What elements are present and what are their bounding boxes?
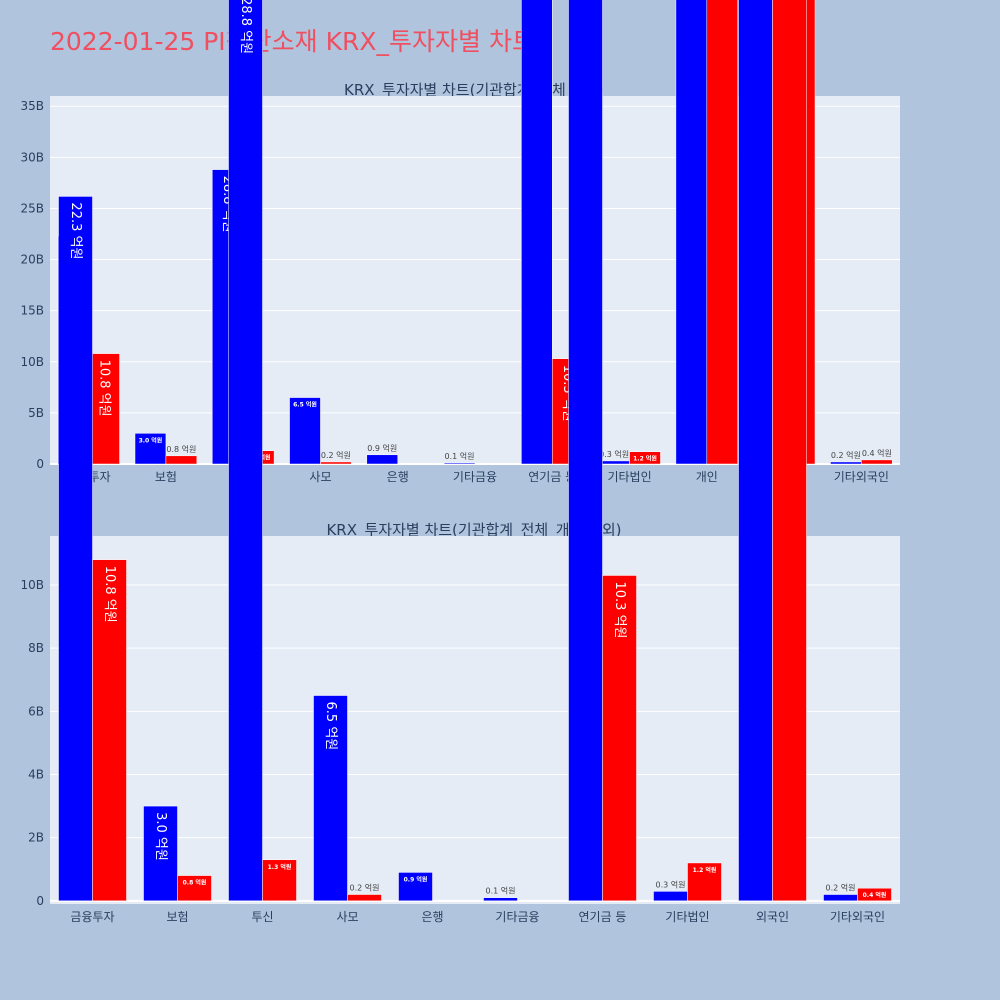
x-tick-label: 기타외국인	[830, 910, 885, 924]
buy-bar	[366, 454, 398, 465]
x-tick-label: 보험	[155, 470, 177, 484]
x-tick-label: 기타법인	[607, 470, 651, 484]
x-tick-label: 투신	[251, 910, 273, 924]
y-tick-label: 35B	[20, 99, 44, 113]
data-label: 0.3 억원	[599, 449, 629, 459]
x-tick-label: 기타금융	[495, 910, 539, 924]
data-label: 10.8 억원	[102, 566, 117, 623]
data-label: 0.8 억원	[183, 879, 207, 887]
data-label: 10.8 억원	[97, 360, 112, 417]
sell-bar	[772, 0, 807, 902]
sell-bar	[262, 859, 297, 902]
sell-bar	[165, 455, 198, 465]
y-tick-label: 2B	[28, 831, 44, 845]
buy-bar	[228, 0, 263, 902]
data-label: 6.5 억원	[323, 702, 338, 751]
y-tick-label: 0	[36, 894, 44, 908]
sell-bar	[857, 887, 892, 902]
x-tick-label: 개인	[696, 470, 718, 484]
y-tick-label: 5B	[28, 406, 44, 420]
y-tick-label: 30B	[20, 150, 44, 164]
data-label: 0.3 억원	[656, 879, 686, 889]
x-tick-label: 연기금 등	[579, 910, 627, 924]
buy-bar	[289, 397, 321, 465]
x-tick-label: 금융투자	[70, 910, 114, 924]
chart-2-bars	[58, 0, 892, 902]
buy-bar	[134, 433, 167, 465]
data-label: 0.9 억원	[367, 443, 397, 453]
y-tick-label: 4B	[28, 767, 44, 781]
buy-bar	[443, 462, 476, 465]
buy-bar	[653, 891, 688, 902]
sell-bar	[88, 353, 120, 465]
data-label: 1.2 억원	[693, 866, 717, 874]
sell-bar	[861, 459, 893, 465]
y-tick-label: 10B	[20, 578, 44, 592]
data-label: 0.1 억원	[486, 886, 516, 896]
data-label: 28.8 억원	[238, 0, 253, 54]
x-tick-label: 기타외국인	[834, 470, 889, 484]
data-label: 0.2 억원	[350, 883, 380, 893]
buy-bar	[398, 872, 433, 902]
data-label: 0.8 억원	[166, 444, 196, 454]
x-tick-label: 사모	[336, 910, 358, 924]
data-label: 1.2 억원	[633, 455, 657, 463]
buy-bar	[738, 0, 773, 902]
data-label: 0.2 억원	[321, 450, 351, 460]
chart-2: KRX_투자자별 차트(기관합계_전체_개인 제외) 22.3 억원 10.8 억…	[20, 0, 900, 924]
sell-bar	[347, 894, 382, 902]
y-tick-label: 10B	[20, 355, 44, 369]
buy-bar	[58, 196, 93, 902]
chart-1-y-axis: 0 5B 10B 15B 20B 25B 30B 35B	[20, 99, 44, 471]
data-label: 0.4 억원	[863, 891, 887, 899]
x-tick-label: 기타법인	[665, 910, 709, 924]
data-label: 3.0 억원	[139, 436, 163, 444]
buy-bar	[483, 897, 518, 902]
y-tick-label: 20B	[20, 253, 44, 267]
x-tick-label: 외국인	[756, 910, 789, 924]
buy-bar	[830, 461, 862, 465]
data-label: 6.5 억원	[293, 401, 317, 409]
y-tick-label: 25B	[20, 201, 44, 215]
data-label: 0.1 억원	[445, 451, 475, 461]
x-tick-label: 연기금 등	[528, 470, 576, 484]
buy-bar	[313, 695, 348, 902]
sell-bar	[687, 862, 722, 902]
y-tick-label: 0	[36, 457, 44, 471]
x-tick-label: 보험	[166, 910, 188, 924]
x-tick-label: 기타금융	[453, 470, 497, 484]
sell-bar	[320, 461, 352, 465]
x-tick-label: 은행	[421, 909, 443, 924]
sell-bar	[92, 559, 127, 902]
sell-bar	[177, 875, 212, 902]
buy-bar	[568, 0, 603, 902]
data-label: 0.9 억원	[404, 875, 428, 883]
chart-2-title: KRX_투자자별 차트(기관합계_전체_개인 제외)	[326, 521, 621, 540]
y-tick-label: 6B	[28, 704, 44, 718]
sell-bar	[602, 575, 637, 902]
buy-bar	[823, 894, 858, 902]
y-tick-label: 8B	[28, 641, 44, 655]
sell-bar	[706, 0, 738, 465]
buy-bar	[143, 805, 178, 902]
sell-bar	[629, 451, 661, 465]
chart-2-x-axis: 금융투자 보험 투신 사모 은행 기타금융 연기금 등 기타법인 외국인 기타외국인	[70, 909, 885, 924]
x-tick-label: 은행	[387, 469, 409, 484]
data-label: 10.3 억원	[612, 581, 627, 638]
data-label: 0.2 억원	[826, 883, 856, 893]
x-tick-label: 사모	[309, 470, 331, 484]
buy-bar	[675, 0, 708, 465]
data-label: 1.3 억원	[268, 863, 292, 871]
data-label: 3.0 억원	[153, 812, 168, 861]
data-label: 22.3 억원	[68, 202, 83, 259]
buy-bar	[598, 460, 630, 465]
data-label: 0.2 억원	[831, 450, 861, 460]
data-label: 0.4 억원	[862, 448, 892, 458]
page-title: 2022-01-25 PI첨단소재 KRX_투자자별 차트	[50, 27, 535, 56]
chart-2-y-axis: 0 2B 4B 6B 8B 10B	[20, 578, 44, 908]
y-tick-label: 15B	[20, 304, 44, 318]
buy-bar	[521, 0, 553, 465]
